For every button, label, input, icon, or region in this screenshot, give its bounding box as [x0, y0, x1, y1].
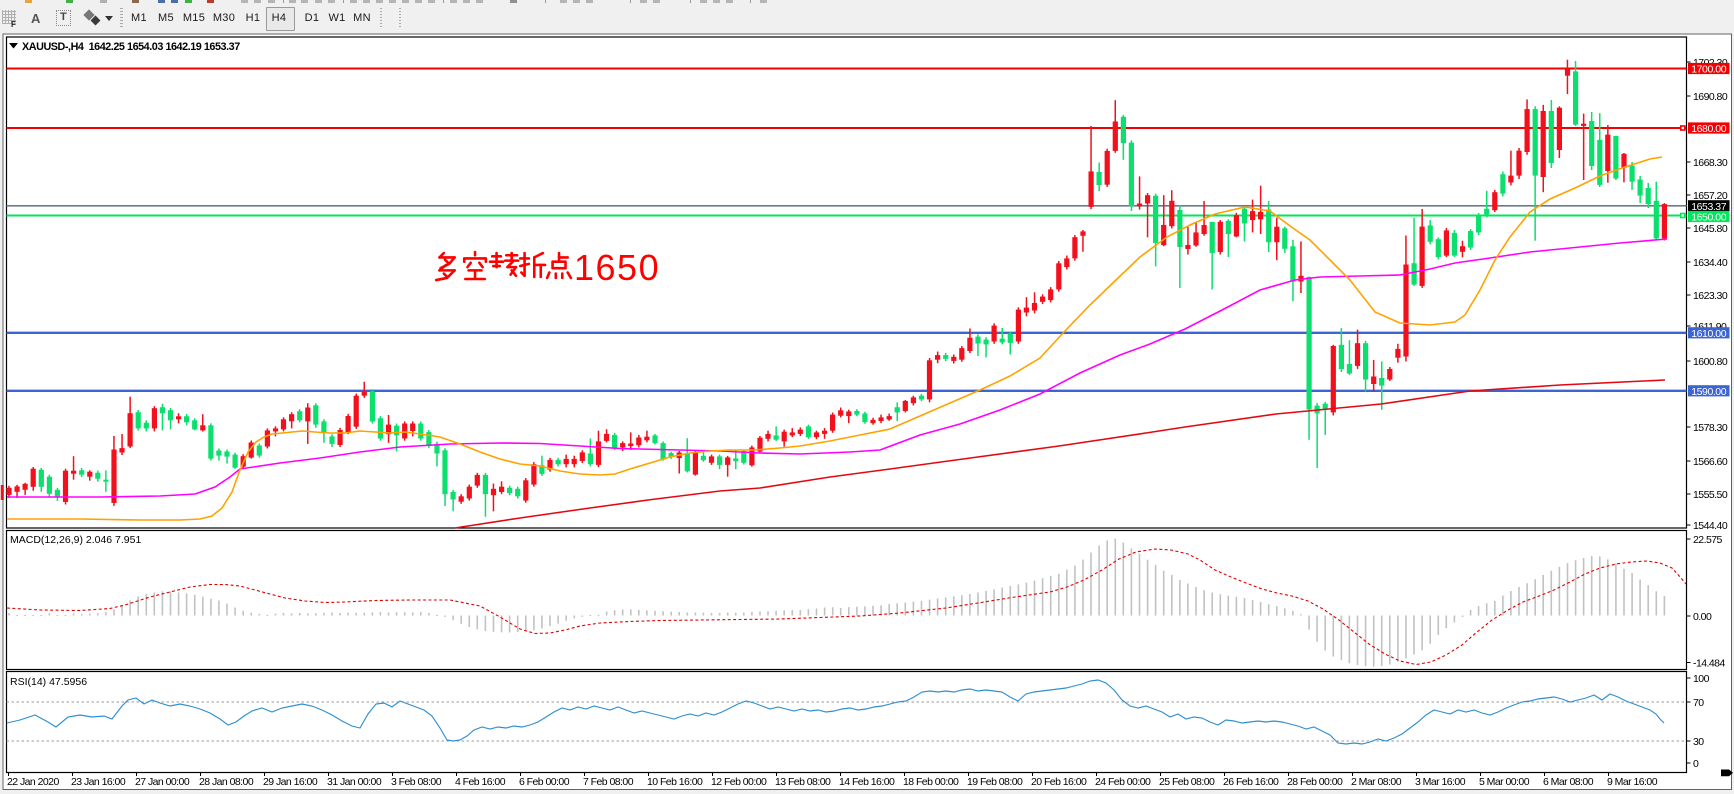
svg-text:1623.30: 1623.30 [1693, 290, 1728, 302]
svg-text:9 Mar 16:00: 9 Mar 16:00 [1607, 776, 1658, 788]
svg-text:19 Feb 08:00: 19 Feb 08:00 [967, 776, 1023, 788]
svg-text:0: 0 [1693, 758, 1699, 770]
svg-text:MACD(12,26,9) 2.046 7.951: MACD(12,26,9) 2.046 7.951 [10, 534, 141, 546]
svg-text:18 Feb 00:00: 18 Feb 00:00 [903, 776, 959, 788]
svg-text:13 Feb 08:00: 13 Feb 08:00 [775, 776, 831, 788]
svg-text:2 Mar 08:00: 2 Mar 08:00 [1351, 776, 1402, 788]
svg-text:30: 30 [1693, 736, 1704, 748]
svg-text:22.575: 22.575 [1693, 534, 1723, 546]
svg-text:29 Jan 16:00: 29 Jan 16:00 [263, 776, 318, 788]
svg-text:1566.60: 1566.60 [1693, 456, 1728, 468]
svg-text:10 Feb 16:00: 10 Feb 16:00 [647, 776, 703, 788]
svg-text:100: 100 [1693, 673, 1710, 685]
svg-text:6 Mar 08:00: 6 Mar 08:00 [1543, 776, 1594, 788]
svg-text:31 Jan 00:00: 31 Jan 00:00 [327, 776, 382, 788]
svg-text:1668.30: 1668.30 [1693, 157, 1728, 169]
svg-text:1600.80: 1600.80 [1693, 356, 1728, 368]
svg-text:26 Feb 16:00: 26 Feb 16:00 [1223, 776, 1279, 788]
svg-text:0.00: 0.00 [1693, 611, 1712, 623]
svg-text:1634.40: 1634.40 [1693, 257, 1728, 269]
svg-text:6 Feb 00:00: 6 Feb 00:00 [519, 776, 570, 788]
svg-text:-14.484: -14.484 [1693, 658, 1725, 670]
svg-text:1544.40: 1544.40 [1693, 520, 1728, 532]
svg-text:XAUUSD-,H4 1642.25 1654.03 16: XAUUSD-,H4 1642.25 1654.03 1642.19 1653.… [22, 41, 240, 53]
svg-text:24 Feb 00:00: 24 Feb 00:00 [1095, 776, 1151, 788]
svg-text:1590.00: 1590.00 [1691, 386, 1726, 398]
svg-text:RSI(14) 47.5956: RSI(14) 47.5956 [10, 676, 87, 688]
svg-text:5 Mar 00:00: 5 Mar 00:00 [1479, 776, 1530, 788]
svg-text:1700.00: 1700.00 [1691, 64, 1726, 76]
svg-text:70: 70 [1693, 697, 1704, 709]
svg-text:25 Feb 08:00: 25 Feb 08:00 [1159, 776, 1215, 788]
svg-text:23 Jan 16:00: 23 Jan 16:00 [71, 776, 126, 788]
svg-text:28 Feb 00:00: 28 Feb 00:00 [1287, 776, 1343, 788]
svg-text:7 Feb 08:00: 7 Feb 08:00 [583, 776, 634, 788]
svg-text:1657.20: 1657.20 [1693, 190, 1728, 202]
svg-text:20 Feb 16:00: 20 Feb 16:00 [1031, 776, 1087, 788]
svg-text:1650: 1650 [574, 247, 660, 288]
svg-text:1610.00: 1610.00 [1691, 328, 1726, 340]
svg-text:12 Feb 00:00: 12 Feb 00:00 [711, 776, 767, 788]
svg-text:3 Feb 08:00: 3 Feb 08:00 [391, 776, 442, 788]
svg-text:28 Jan 08:00: 28 Jan 08:00 [199, 776, 254, 788]
svg-text:1650.00: 1650.00 [1691, 212, 1726, 224]
svg-text:4 Feb 16:00: 4 Feb 16:00 [455, 776, 506, 788]
svg-text:22 Jan 2020: 22 Jan 2020 [7, 776, 59, 788]
svg-text:27 Jan 00:00: 27 Jan 00:00 [135, 776, 190, 788]
svg-text:1555.50: 1555.50 [1693, 489, 1728, 501]
svg-text:14 Feb 16:00: 14 Feb 16:00 [839, 776, 895, 788]
svg-text:1653.37: 1653.37 [1691, 201, 1726, 213]
svg-text:1578.30: 1578.30 [1693, 422, 1728, 434]
svg-text:1680.00: 1680.00 [1691, 123, 1726, 135]
svg-text:1690.80: 1690.80 [1693, 91, 1728, 103]
svg-text:3 Mar 16:00: 3 Mar 16:00 [1415, 776, 1466, 788]
svg-text:1645.80: 1645.80 [1693, 223, 1728, 235]
